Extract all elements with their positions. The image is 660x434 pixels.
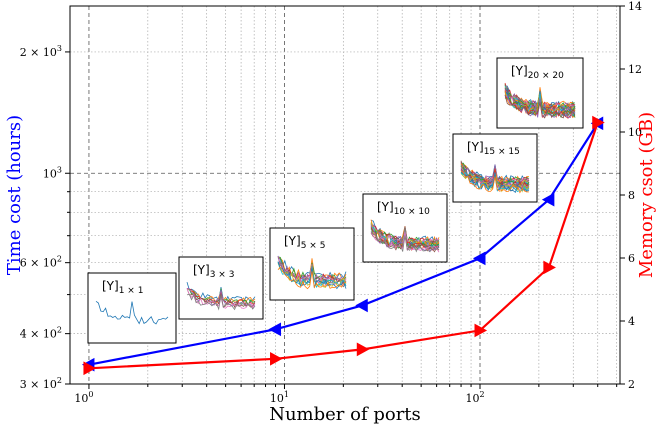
memory-cost-point	[270, 351, 283, 366]
y-right-tick-label: 2	[628, 378, 635, 391]
inset-curve	[186, 288, 256, 309]
inset-curve	[277, 256, 347, 283]
y-right-tick-label: 4	[628, 315, 635, 328]
inset-curve	[370, 225, 440, 252]
y-right-tick-label: 14	[628, 0, 642, 13]
inset-curve	[277, 261, 347, 289]
inset-curve	[504, 95, 576, 119]
y-left-axis-label: Time cost (hours)	[4, 115, 25, 275]
inset-curve	[504, 94, 576, 119]
inset-thumbnail: [Y]3 × 3	[178, 256, 264, 320]
inset-label: [Y]10 × 10	[377, 200, 430, 217]
inset-curve	[277, 261, 347, 290]
y-left-tick-label: 6 × 102	[20, 255, 62, 270]
inset-curve	[277, 257, 347, 282]
inset-curve	[460, 170, 530, 194]
time-cost-line	[88, 122, 599, 366]
inset-curve	[277, 262, 347, 288]
inset-thumbnail: [Y]15 × 15	[452, 133, 538, 203]
y-right-tick-label: 8	[628, 189, 635, 202]
inset-curve	[186, 288, 256, 307]
y-left-tick-label: 103	[43, 165, 62, 180]
x-tick-label: 101	[270, 390, 289, 405]
inset-curve	[186, 293, 256, 311]
y-left-tick-label: 2 × 103	[20, 44, 62, 59]
memory-cost-point	[543, 260, 556, 275]
y-right-tick-label: 12	[628, 63, 642, 76]
y-right-tick-label: 6	[628, 252, 635, 265]
insets: [Y]1 × 1 [Y]3 × 3 [Y]5 × 5 [Y]10 × 10 [Y]15 …	[87, 57, 584, 344]
inset-label: [Y]5 × 5	[284, 234, 325, 251]
inset-curve	[370, 222, 440, 249]
y-left-tick-label: 3 × 102	[20, 376, 62, 391]
y-right-axis-label: Memory csot (GB)	[636, 112, 657, 278]
inset-thumbnail: [Y]5 × 5	[269, 227, 355, 301]
inset-curve	[370, 232, 440, 253]
x-axis-label: Number of ports	[269, 404, 421, 425]
inset-label: [Y]20 × 20	[511, 64, 564, 81]
y-left-tick-label: 4 × 102	[20, 326, 62, 341]
inset-label: [Y]15 × 15	[467, 140, 520, 157]
time-cost-point	[355, 298, 368, 313]
inset-label: [Y]3 × 3	[193, 263, 234, 280]
time-cost-point	[541, 192, 555, 207]
series	[81, 115, 605, 376]
y-right-tick-label: 10	[628, 126, 642, 139]
inset-curve	[370, 231, 440, 253]
time-cost-point	[268, 322, 282, 337]
inset-frame	[87, 272, 177, 344]
inset-curve	[95, 300, 169, 325]
inset-curve	[186, 288, 256, 309]
memory-cost-point	[83, 361, 96, 376]
x-tick-label: 102	[465, 390, 484, 405]
inset-curve	[370, 231, 440, 253]
inset-thumbnail: [Y]1 × 1	[87, 272, 177, 344]
inset-curve	[370, 226, 440, 252]
inset-curve	[460, 171, 530, 193]
memory-cost-point	[474, 323, 488, 338]
inset-curve	[277, 266, 347, 290]
inset-frame	[496, 57, 584, 129]
inset-thumbnail: [Y]10 × 10	[362, 193, 448, 263]
x-tick-label: 100	[74, 390, 93, 405]
time-cost-point	[472, 251, 486, 266]
inset-thumbnail: [Y]20 × 20	[496, 57, 584, 129]
inset-curve	[370, 219, 440, 245]
inset-label: [Y]1 × 1	[102, 279, 143, 296]
memory-cost-point	[356, 342, 370, 357]
memory-cost-line	[88, 122, 599, 370]
memory-cost-point	[592, 115, 605, 130]
